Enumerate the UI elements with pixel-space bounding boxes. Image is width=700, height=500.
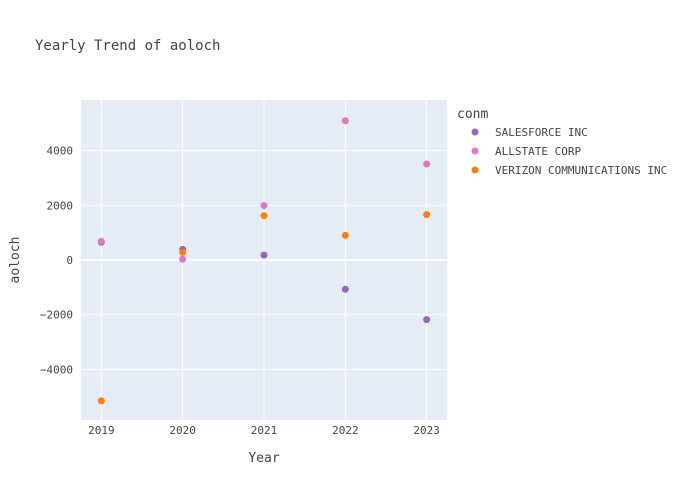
data-point[interactable] (260, 251, 268, 259)
data-point[interactable] (423, 160, 431, 168)
y-tick-label: 4000 (47, 145, 74, 158)
x-axis-ticks: 2019 2020 2021 2022 2023 (88, 424, 440, 437)
x-tick-label: 2020 (169, 424, 196, 437)
data-point[interactable] (97, 237, 105, 245)
data-point[interactable] (341, 117, 349, 125)
data-point[interactable] (341, 231, 349, 239)
legend-label: ALLSTATE CORP (495, 145, 581, 158)
legend-label: SALESFORCE INC (495, 126, 588, 139)
y-tick-label: 2000 (47, 199, 74, 212)
y-tick-label: −2000 (40, 309, 73, 322)
data-point[interactable] (260, 202, 268, 210)
data-markers (97, 117, 431, 405)
x-tick-label: 2019 (88, 424, 115, 437)
y-tick-label: −4000 (40, 363, 73, 376)
legend-marker (471, 128, 479, 136)
chart-title: Yearly Trend of aoloch (35, 38, 220, 54)
legend-marker (471, 166, 479, 174)
legend-label: VERIZON COMMUNICATIONS INC (495, 164, 667, 177)
x-axis-title: Year (248, 451, 279, 466)
data-point[interactable] (179, 255, 187, 263)
grid (81, 100, 447, 420)
legend[interactable]: SALESFORCE INC ALLSTATE CORP VERIZON COMMU… (471, 126, 668, 177)
legend-item[interactable]: SALESFORCE INC (471, 126, 588, 139)
data-point[interactable] (423, 316, 431, 324)
data-point[interactable] (341, 285, 349, 293)
y-axis-title: aoloch (8, 237, 23, 284)
legend-item[interactable]: VERIZON COMMUNICATIONS INC (471, 164, 668, 177)
y-axis-ticks: −4000 −2000 0 2000 4000 (40, 145, 73, 377)
data-point[interactable] (423, 211, 431, 219)
y-tick-label: 0 (66, 254, 73, 267)
data-point[interactable] (179, 248, 187, 256)
x-tick-label: 2023 (413, 424, 440, 437)
legend-item[interactable]: ALLSTATE CORP (471, 145, 582, 158)
x-tick-label: 2021 (251, 424, 278, 437)
legend-title: conm (457, 107, 488, 122)
legend-marker (471, 147, 479, 155)
x-tick-label: 2022 (332, 424, 359, 437)
data-point[interactable] (97, 397, 105, 405)
data-point[interactable] (260, 212, 268, 220)
